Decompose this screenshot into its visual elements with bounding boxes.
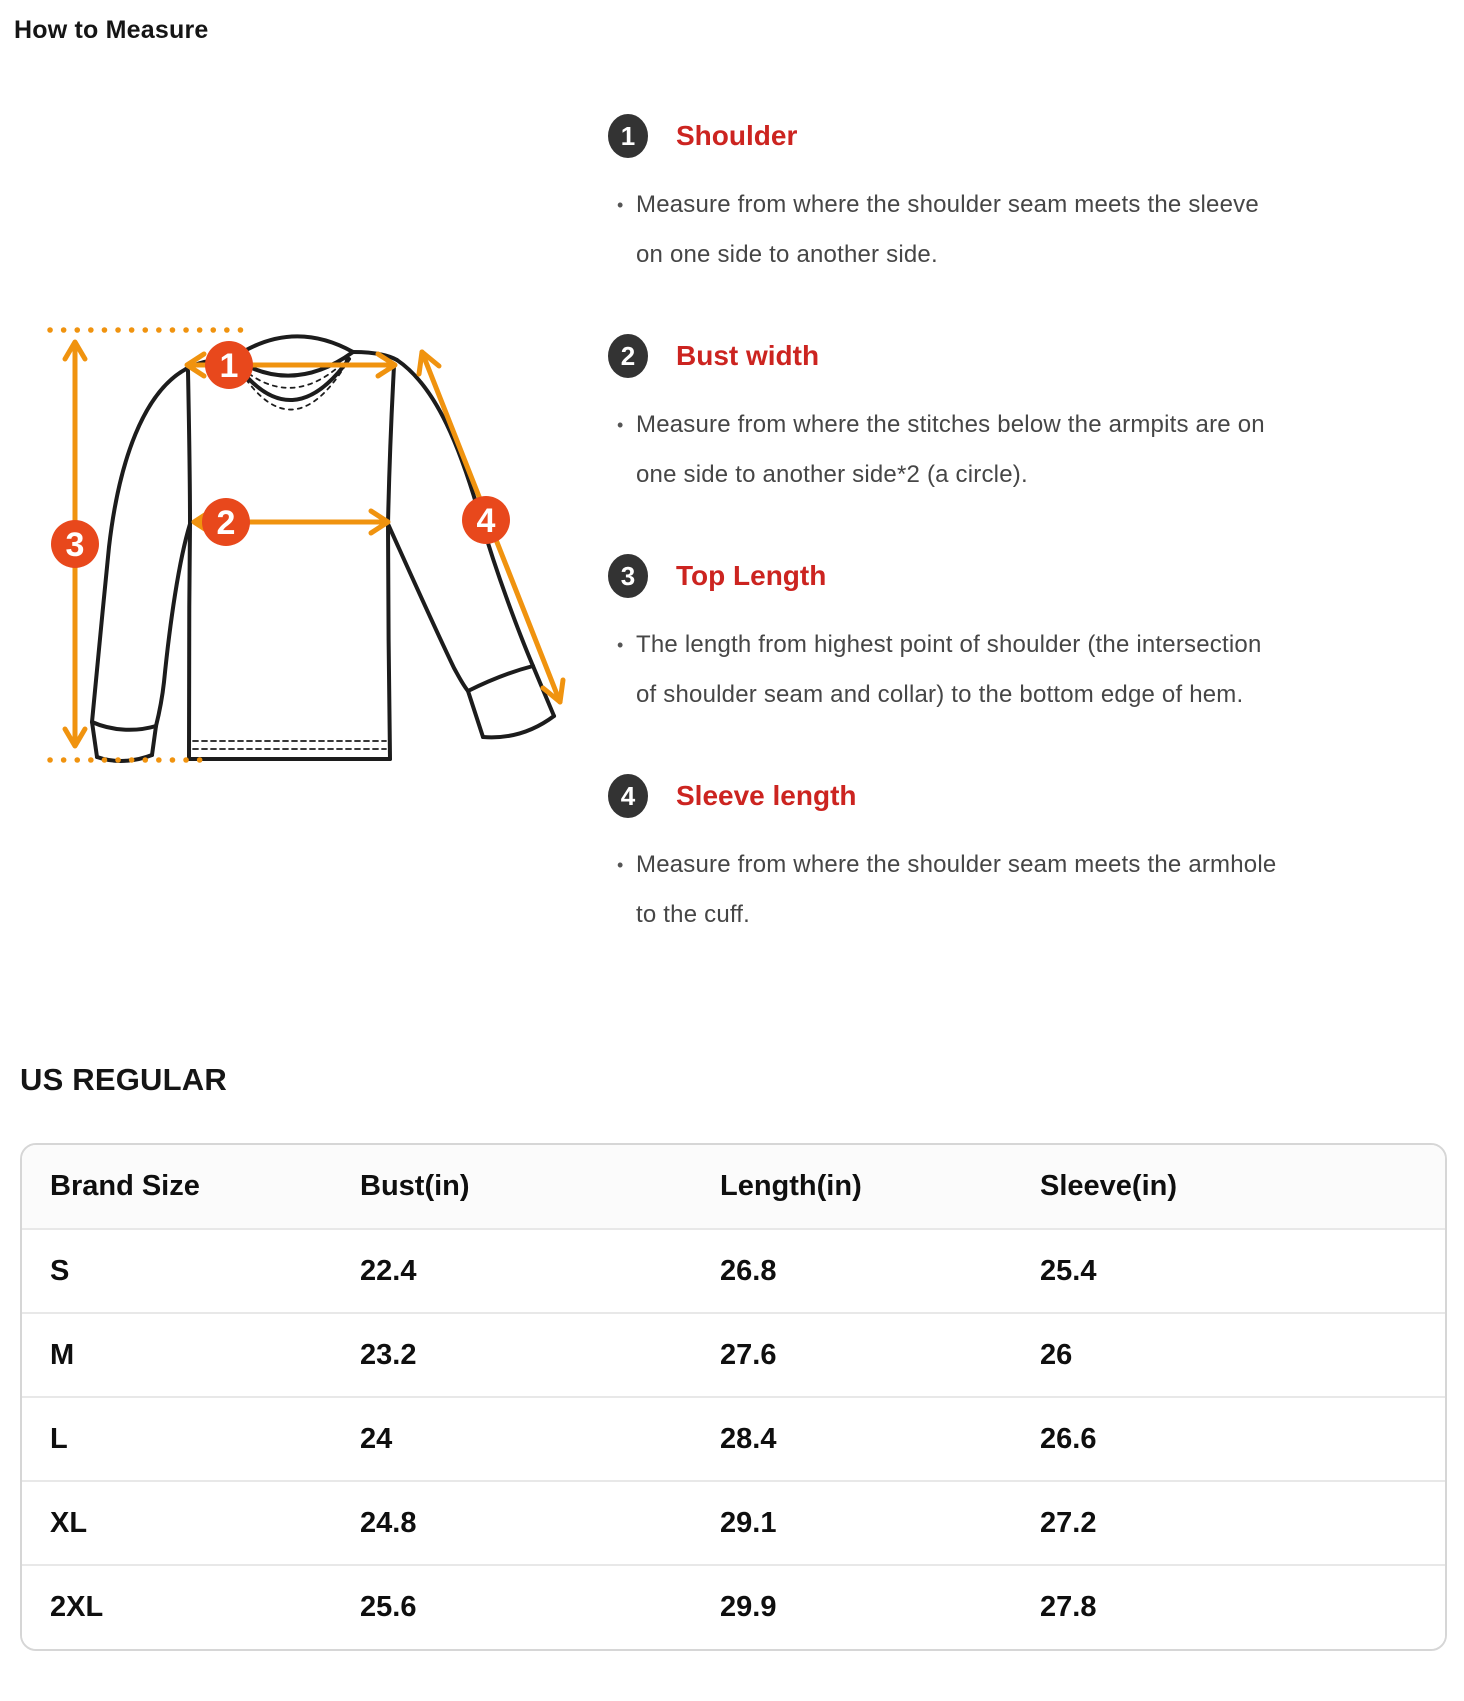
instruction-sleeve-length: 4 Sleeve length • Measure from where the…: [608, 774, 1320, 940]
cell-brand-size: L: [22, 1397, 332, 1481]
badge-3: 3: [66, 526, 85, 564]
cell-length: 29.1: [692, 1481, 1012, 1565]
size-table-header-row: Brand Size Bust(in) Length(in) Sleeve(in…: [22, 1145, 1445, 1229]
shirt-measurement-diagram: 1 2 3 4: [47, 327, 566, 763]
badge-1: 1: [220, 347, 239, 385]
cell-length: 26.8: [692, 1229, 1012, 1313]
bullet-text: Measure from where the shoulder seam mee…: [636, 851, 1277, 928]
bullet-dot: •: [617, 855, 624, 875]
page-title: How to Measure: [14, 16, 209, 44]
instruction-title-row: 4 Sleeve length: [608, 774, 1320, 818]
bullet-dot: •: [617, 195, 624, 215]
bullet-text: Measure from where the shoulder seam mee…: [636, 191, 1259, 268]
size-row-m: M 23.2 27.6 26: [22, 1313, 1445, 1397]
instruction-title-row: 1 Shoulder: [608, 114, 1320, 158]
instruction-top-length: 3 Top Length • The length from highest p…: [608, 554, 1320, 720]
instruction-bullets: • Measure from where the shoulder seam m…: [608, 180, 1280, 280]
cell-bust: 23.2: [332, 1313, 692, 1397]
cell-bust: 25.6: [332, 1565, 692, 1649]
bullet-text: Measure from where the stitches below th…: [636, 411, 1265, 488]
cell-brand-size: XL: [22, 1481, 332, 1565]
cell-bust: 24: [332, 1397, 692, 1481]
diagram-number-badges: 1 2 3 4: [51, 341, 510, 568]
step-3-badge: 3: [608, 554, 648, 598]
size-section-heading: US REGULAR: [20, 1062, 227, 1097]
bullet-item: • Measure from where the stitches below …: [608, 400, 1280, 500]
column-header-brand-size: Brand Size: [22, 1145, 332, 1229]
step-1-badge: 1: [608, 114, 648, 158]
instruction-shoulder: 1 Shoulder • Measure from where the shou…: [608, 114, 1320, 280]
cell-sleeve: 26.6: [1012, 1397, 1445, 1481]
step-2-badge: 2: [608, 334, 648, 378]
badge-4: 4: [477, 502, 496, 540]
instruction-title-row: 3 Top Length: [608, 554, 1320, 598]
instruction-title-row: 2 Bust width: [608, 334, 1320, 378]
instruction-bullets: • The length from highest point of shoul…: [608, 620, 1280, 720]
size-row-2xl: 2XL 25.6 29.9 27.8: [22, 1565, 1445, 1649]
size-row-s: S 22.4 26.8 25.4: [22, 1229, 1445, 1313]
instruction-bust-width: 2 Bust width • Measure from where the st…: [608, 334, 1320, 500]
instruction-title: Sleeve length: [676, 780, 857, 811]
bullet-dot: •: [617, 635, 624, 655]
bullet-item: • Measure from where the shoulder seam m…: [608, 840, 1280, 940]
cell-length: 27.6: [692, 1313, 1012, 1397]
instruction-title: Shoulder: [676, 120, 798, 151]
step-4-badge: 4: [608, 774, 648, 818]
size-table: Brand Size Bust(in) Length(in) Sleeve(in…: [22, 1145, 1445, 1649]
column-header-sleeve: Sleeve(in): [1012, 1145, 1445, 1229]
cell-sleeve: 26: [1012, 1313, 1445, 1397]
cell-length: 28.4: [692, 1397, 1012, 1481]
shirt-drawing: [90, 334, 556, 763]
instruction-bullets: • Measure from where the stitches below …: [608, 400, 1280, 500]
size-row-xl: XL 24.8 29.1 27.2: [22, 1481, 1445, 1565]
size-table-container: Brand Size Bust(in) Length(in) Sleeve(in…: [20, 1143, 1447, 1651]
column-header-bust: Bust(in): [332, 1145, 692, 1229]
size-row-l: L 24 28.4 26.6: [22, 1397, 1445, 1481]
column-header-length: Length(in): [692, 1145, 1012, 1229]
cell-brand-size: M: [22, 1313, 332, 1397]
instruction-bullets: • Measure from where the shoulder seam m…: [608, 840, 1280, 940]
cell-length: 29.9: [692, 1565, 1012, 1649]
cell-sleeve: 25.4: [1012, 1229, 1445, 1313]
measure-instructions: 1 Shoulder • Measure from where the shou…: [608, 114, 1320, 994]
bullet-dot: •: [617, 415, 624, 435]
cell-bust: 24.8: [332, 1481, 692, 1565]
cell-bust: 22.4: [332, 1229, 692, 1313]
badge-2: 2: [217, 504, 236, 542]
bullet-item: • The length from highest point of shoul…: [608, 620, 1280, 720]
instruction-title: Bust width: [676, 340, 820, 371]
cell-brand-size: 2XL: [22, 1565, 332, 1649]
bullet-item: • Measure from where the shoulder seam m…: [608, 180, 1280, 280]
cell-sleeve: 27.8: [1012, 1565, 1445, 1649]
cell-sleeve: 27.2: [1012, 1481, 1445, 1565]
bullet-text: The length from highest point of shoulde…: [636, 631, 1262, 708]
cell-brand-size: S: [22, 1229, 332, 1313]
instruction-title: Top Length: [676, 560, 827, 591]
